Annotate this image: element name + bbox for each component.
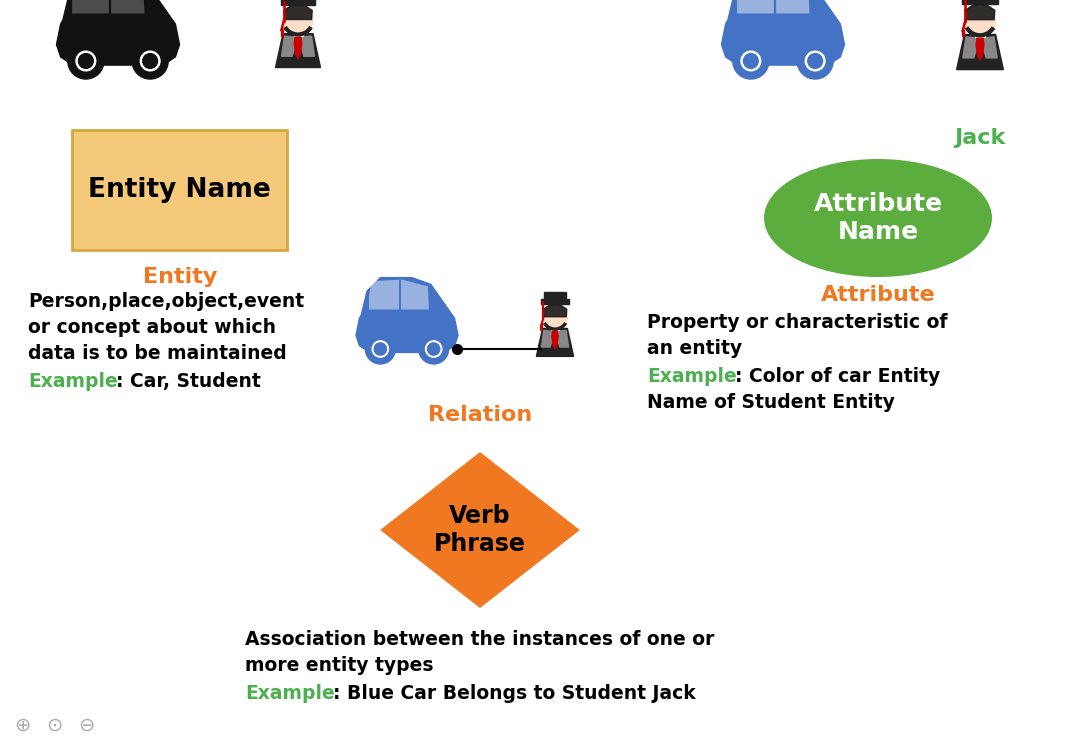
Text: ⊖: ⊖ <box>78 715 94 735</box>
Polygon shape <box>72 0 144 13</box>
Text: Property or characteristic of: Property or characteristic of <box>647 313 947 332</box>
Polygon shape <box>956 34 1004 70</box>
FancyBboxPatch shape <box>544 292 566 299</box>
Text: Example: Example <box>245 684 335 703</box>
Circle shape <box>418 334 449 364</box>
Polygon shape <box>737 0 810 13</box>
Polygon shape <box>284 4 312 19</box>
Polygon shape <box>298 36 314 56</box>
Polygon shape <box>980 37 997 58</box>
Polygon shape <box>275 33 321 68</box>
Text: an entity: an entity <box>647 339 743 358</box>
Circle shape <box>744 53 758 68</box>
Text: data is to be maintained: data is to be maintained <box>28 344 287 363</box>
Text: Name of Student Entity: Name of Student Entity <box>647 393 895 412</box>
Polygon shape <box>380 452 580 608</box>
Circle shape <box>805 51 825 70</box>
Polygon shape <box>294 38 301 59</box>
Circle shape <box>741 51 761 70</box>
Circle shape <box>132 43 168 79</box>
Circle shape <box>543 304 567 329</box>
Polygon shape <box>555 330 569 347</box>
FancyBboxPatch shape <box>281 0 315 4</box>
Circle shape <box>426 341 442 357</box>
Circle shape <box>143 53 157 68</box>
Polygon shape <box>552 332 558 349</box>
Text: or concept about which: or concept about which <box>28 318 276 337</box>
Text: Entity Name: Entity Name <box>88 177 271 203</box>
Circle shape <box>365 334 396 364</box>
Polygon shape <box>369 280 429 309</box>
Circle shape <box>427 343 440 355</box>
Text: : Color of car Entity: : Color of car Entity <box>735 367 940 386</box>
Polygon shape <box>722 0 844 65</box>
Circle shape <box>965 4 995 36</box>
Circle shape <box>283 4 313 34</box>
Text: Association between the instances of one or: Association between the instances of one… <box>245 630 714 649</box>
Text: Person,place,object,event: Person,place,object,event <box>28 292 305 311</box>
Circle shape <box>140 51 160 70</box>
Circle shape <box>374 343 387 355</box>
Polygon shape <box>541 330 555 347</box>
Text: more entity types: more entity types <box>245 656 434 675</box>
Text: Relation: Relation <box>428 405 532 425</box>
Polygon shape <box>282 36 298 56</box>
Circle shape <box>76 51 95 70</box>
FancyBboxPatch shape <box>541 299 569 304</box>
Text: Verb
Phrase: Verb Phrase <box>434 504 526 556</box>
Text: : Blue Car Belongs to Student Jack: : Blue Car Belongs to Student Jack <box>333 684 696 703</box>
Text: : Car, Student: : Car, Student <box>116 372 261 391</box>
Circle shape <box>808 53 823 68</box>
Circle shape <box>68 43 104 79</box>
Text: Example: Example <box>647 367 737 386</box>
Polygon shape <box>356 278 459 352</box>
Polygon shape <box>543 304 567 317</box>
Polygon shape <box>537 329 573 356</box>
Polygon shape <box>976 39 984 60</box>
Polygon shape <box>963 37 980 58</box>
Text: Example: Example <box>28 372 118 391</box>
Circle shape <box>797 43 834 79</box>
Text: Jack: Jack <box>954 128 1006 148</box>
Polygon shape <box>56 0 180 65</box>
Polygon shape <box>976 29 984 37</box>
FancyBboxPatch shape <box>72 130 287 250</box>
Polygon shape <box>294 28 302 36</box>
Text: Attribute
Name: Attribute Name <box>813 192 943 244</box>
Text: ⊙: ⊙ <box>46 715 62 735</box>
Text: ⊕: ⊕ <box>14 715 30 735</box>
Circle shape <box>372 341 388 357</box>
Circle shape <box>733 43 769 79</box>
Circle shape <box>78 53 93 68</box>
Ellipse shape <box>764 159 992 277</box>
Polygon shape <box>965 4 995 20</box>
Polygon shape <box>552 324 558 330</box>
FancyBboxPatch shape <box>963 0 998 4</box>
Text: Attribute: Attribute <box>821 285 935 305</box>
Text: Entity: Entity <box>143 267 217 287</box>
